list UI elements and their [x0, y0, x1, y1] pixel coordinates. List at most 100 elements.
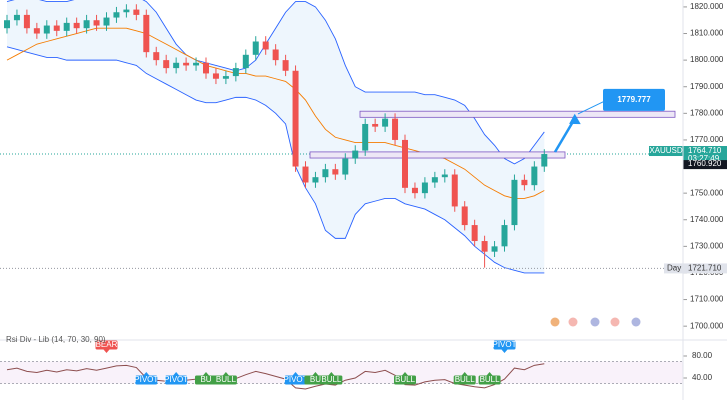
- candle-body: [501, 225, 508, 247]
- signal-box: [320, 375, 343, 385]
- target-box: [603, 88, 665, 111]
- y-tick-label: 1700.000: [690, 321, 724, 330]
- signal-label: BULL: [395, 375, 416, 384]
- y-tick-label: 1810.000: [690, 29, 724, 38]
- candle-body: [431, 177, 438, 183]
- candle-body: [262, 41, 269, 50]
- candle-body: [222, 76, 229, 79]
- candle-body: [212, 73, 219, 79]
- candle-body: [63, 22, 70, 31]
- signal-label: PIVOT: [134, 375, 158, 384]
- resistance-zone: [309, 151, 566, 159]
- signal-label: BULL: [321, 375, 342, 384]
- target-arrow: [553, 119, 576, 153]
- candle-body: [392, 118, 399, 140]
- candle-body: [143, 14, 150, 53]
- candle-body: [123, 9, 130, 13]
- candle-body: [43, 25, 50, 34]
- countdown-label: 03:27:49: [688, 154, 720, 163]
- candle-body: [471, 225, 478, 242]
- candle-body: [93, 20, 100, 26]
- signal-label: BEAR: [96, 340, 118, 349]
- candle-body: [352, 150, 359, 159]
- signal-pointer: [402, 372, 408, 376]
- last-price-label: 1764.710: [688, 146, 722, 155]
- signal-pointer: [203, 372, 209, 376]
- candle-body: [232, 68, 239, 77]
- y-tick-label: 1770.000: [690, 135, 724, 144]
- signal-pointer: [486, 372, 493, 376]
- target-label: 1779.777: [617, 95, 651, 104]
- candle-body: [133, 9, 140, 15]
- signal-pointer: [461, 372, 468, 376]
- candle-body: [153, 52, 160, 61]
- signal-box: [95, 340, 118, 350]
- signal-box: [195, 375, 217, 385]
- candle-body: [173, 62, 180, 69]
- indicator-title: Rsi Div - Lib (14, 70, 30, 90): [6, 335, 106, 344]
- candle-body: [203, 62, 209, 74]
- candle-body: [451, 174, 458, 207]
- signal-label: BULL: [455, 375, 476, 384]
- candle-body: [411, 187, 418, 194]
- prev-close-tag: [683, 160, 727, 170]
- candle-body: [292, 70, 299, 167]
- candle-body: [13, 14, 20, 21]
- signal-pointer: [292, 372, 299, 376]
- candle-body: [163, 60, 170, 69]
- signal-pointer: [143, 372, 150, 376]
- signal-label: BU: [310, 375, 321, 384]
- signal-box: [394, 375, 416, 385]
- signal-box: [135, 375, 158, 385]
- candle-body: [113, 12, 120, 18]
- low-label: 1721.710: [688, 264, 722, 273]
- prev-close-label: 1760.920: [688, 159, 722, 168]
- signal-box: [453, 375, 476, 385]
- event-icon: [590, 317, 600, 327]
- signal-pointer: [222, 372, 229, 376]
- signal-box: [493, 340, 516, 350]
- y-tick-label: 1780.000: [690, 108, 724, 117]
- candle-body: [372, 123, 379, 127]
- candle-body: [33, 28, 40, 34]
- bollinger-upper: [6, 0, 545, 165]
- candle-body: [541, 154, 548, 167]
- candle-body: [53, 25, 60, 31]
- signal-label: PIVOT: [284, 375, 308, 384]
- signal-box: [478, 375, 501, 385]
- candle-body: [461, 206, 468, 226]
- signal-box: [165, 375, 188, 385]
- candle-body: [521, 179, 528, 186]
- signal-label: BULL: [216, 375, 237, 384]
- candle-body: [73, 22, 80, 29]
- y-tick-label: 1820.000: [690, 2, 724, 11]
- candle-body: [312, 177, 319, 183]
- candle-body: [83, 20, 90, 29]
- y-tick-label: 1710.000: [690, 295, 724, 304]
- signal-label: BULL: [480, 375, 501, 384]
- signal-label: PIVOT: [164, 375, 188, 384]
- signal-label: PIVOT: [492, 340, 516, 349]
- signal-pointer: [173, 372, 180, 376]
- candle-body: [242, 54, 249, 69]
- candle-body: [421, 182, 428, 194]
- candle-body: [441, 174, 448, 178]
- candle-body: [342, 158, 349, 175]
- y-tick-label: 1790.000: [690, 82, 724, 91]
- candle-body: [322, 169, 329, 178]
- candle-body: [4, 20, 10, 29]
- event-icon: [631, 317, 641, 327]
- low-tag: [683, 263, 727, 274]
- day-tag: [664, 263, 683, 274]
- candle-body: [302, 166, 309, 183]
- candle-body: [491, 246, 498, 252]
- candle-body: [332, 169, 339, 175]
- day-label: Day: [667, 264, 681, 273]
- candle-body: [531, 166, 538, 186]
- candle-body: [252, 41, 259, 55]
- candle-body: [23, 14, 30, 29]
- symbol-tag: [649, 146, 683, 157]
- last-price-tag: [683, 146, 727, 164]
- candle-body: [511, 179, 518, 226]
